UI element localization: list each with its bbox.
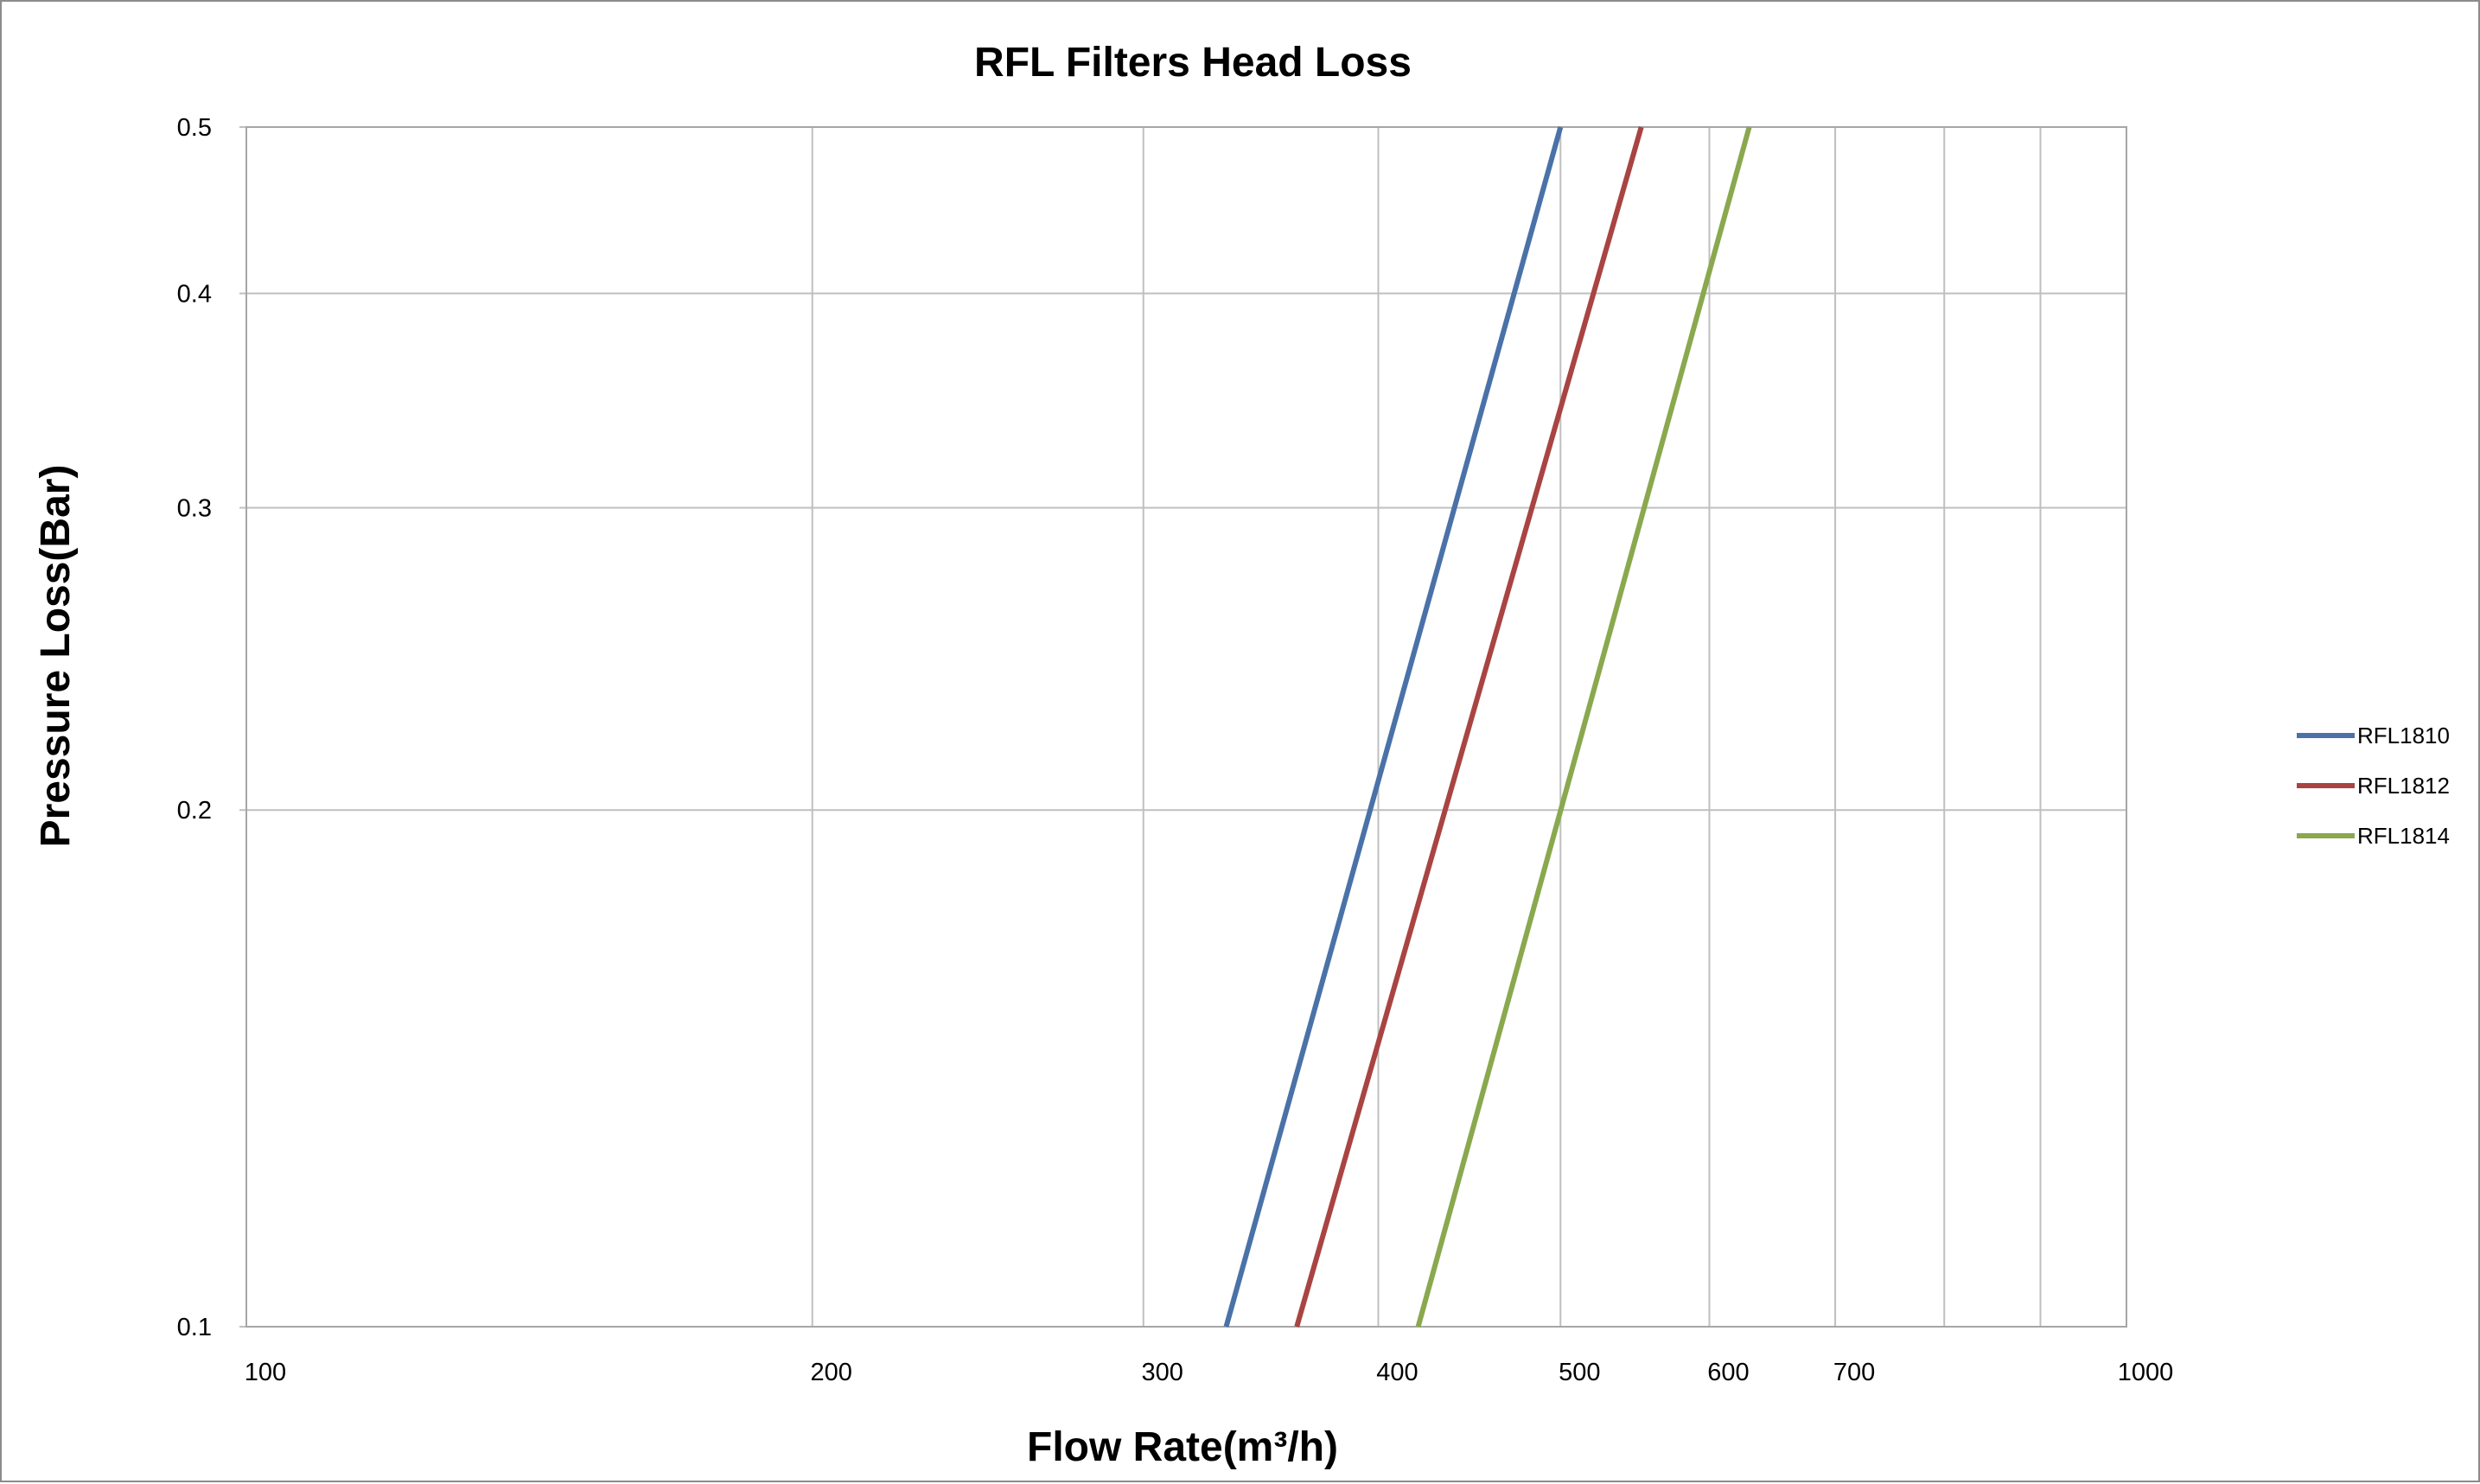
series-lines [1223,126,1752,1328]
x-tick-label: 200 [811,1359,852,1386]
y-tick-label: 0.2 [177,797,212,825]
plot-area-frame [245,126,2127,1328]
grid [239,126,2127,1328]
series-line-rfl1810 [1223,126,1564,1328]
x-tick-label: 700 [1833,1359,1875,1386]
series-line-rfl1812 [1294,126,1644,1328]
series-line-rfl1814 [1415,126,1752,1328]
y-axis-title: Pressure Loss(Bar) [33,465,79,848]
x-tick-label: 300 [1142,1359,1183,1386]
legend-label: RFL1812 [2357,773,2450,799]
x-tick-label: 600 [1707,1359,1749,1386]
legend-label: RFL1810 [2357,723,2450,748]
x-tick-label: 400 [1376,1359,1418,1386]
chart-title: RFL Filters Head Loss [974,40,1412,86]
y-tick-label: 0.3 [177,495,212,523]
tick-labels: 100 200 300 400 500 600 700 1000 0.1 0.2 0.3 0.4 0.5 [177,114,2174,1386]
legend-label: RFL1814 [2357,823,2450,849]
y-tick-label: 0.5 [177,114,212,142]
x-tick-label: 500 [1559,1359,1600,1386]
x-axis-title: Flow Rate(m³/h) [1027,1424,1338,1470]
legend: RFL1810 RFL1812 RFL1814 [2297,723,2450,849]
x-tick-label: 1000 [2118,1359,2174,1386]
x-tick-label: 100 [245,1359,286,1386]
y-tick-label: 0.1 [177,1314,212,1341]
y-tick-label: 0.4 [177,280,212,308]
